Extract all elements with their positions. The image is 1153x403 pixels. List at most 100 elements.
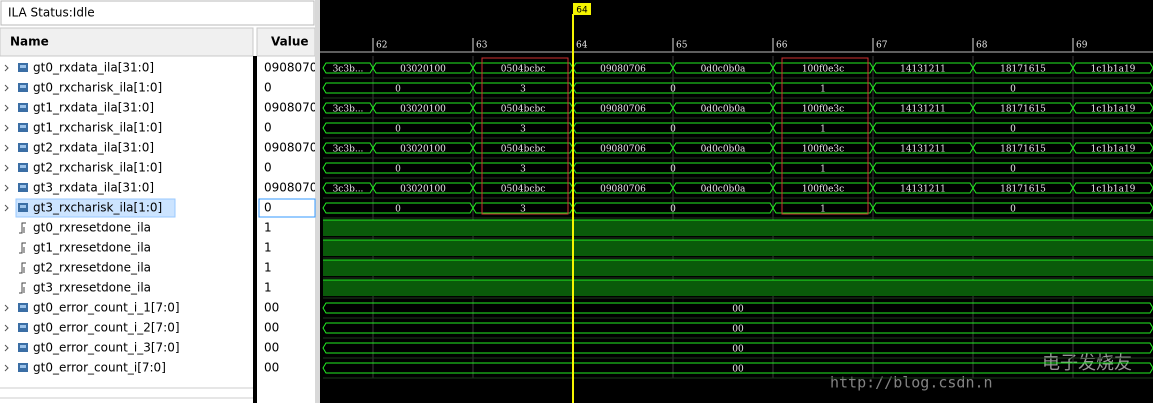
expand-arrow[interactable] [4, 124, 9, 132]
bus-icon-hl [20, 305, 26, 308]
expand-arrow[interactable] [4, 84, 9, 92]
highlight-box [481, 57, 569, 215]
bit-high [323, 280, 1153, 296]
bus-label: 0d0c0b0a [701, 185, 746, 195]
bus-label: 3c3b... [333, 145, 364, 155]
signal-value: 09080706 [264, 61, 325, 75]
selected-value [258, 198, 316, 218]
bus-label: 0d0c0b0a [701, 65, 746, 75]
value-header[interactable] [256, 27, 316, 57]
panel-divider [315, 0, 320, 403]
waveform-area [320, 0, 1153, 403]
highlight-box [781, 57, 869, 215]
timeline-label: 66 [776, 41, 788, 51]
bus-segment [322, 322, 1153, 334]
signal-value: 0 [264, 121, 272, 135]
expand-arrow[interactable] [4, 364, 9, 372]
signal-name[interactable]: gt3_rxdata_ila[31:0] [33, 181, 154, 195]
signal-value: 00 [264, 361, 279, 375]
signal-value: 0 [264, 161, 272, 175]
bus-segment [1072, 62, 1153, 74]
bus-label: 0 [395, 165, 401, 175]
expand-arrow[interactable] [4, 324, 9, 332]
bus-label: 03020100 [400, 65, 446, 75]
signal-value: 00 [264, 321, 279, 335]
signal-value: 1 [264, 281, 272, 295]
bus-icon-hl [20, 325, 26, 328]
timeline-label: 69 [1076, 41, 1088, 51]
bus-label: 14131211 [900, 65, 946, 75]
cursor-label: 64 [576, 6, 588, 16]
cursor-flag [573, 3, 591, 15]
signal-name[interactable]: gt3_rxcharisk_ila[1:0] [33, 201, 162, 215]
expand-arrow[interactable] [4, 184, 9, 192]
bus-label: 09080706 [600, 185, 646, 195]
signal-value: 09080706 [264, 141, 325, 155]
signal-name[interactable]: gt1_rxresetdone_ila [33, 241, 151, 255]
signal-name[interactable]: gt0_error_count_i_3[7:0] [33, 341, 180, 355]
bus-icon-hl [20, 165, 26, 168]
bus-label: 0 [670, 205, 676, 215]
expand-arrow[interactable] [4, 104, 9, 112]
bus-segment [1072, 102, 1153, 114]
signal-name[interactable]: gt0_rxdata_ila[31:0] [33, 61, 154, 75]
bus-label: 0d0c0b0a [701, 145, 746, 155]
bus-label: 100f0e3c [802, 105, 844, 115]
bus-segment [872, 162, 1153, 174]
signal-value: 0 [264, 201, 272, 215]
bit-icon [19, 242, 26, 254]
timeline-label: 67 [876, 41, 888, 51]
bus-label: 3c3b... [333, 105, 364, 115]
signal-name[interactable]: gt0_error_count_i_1[7:0] [33, 301, 180, 315]
bus-label: 18171615 [1000, 185, 1046, 195]
bus-label: 1c1b1a19 [1091, 105, 1136, 115]
signal-value: 1 [264, 241, 272, 255]
signal-name[interactable]: gt1_rxcharisk_ila[1:0] [33, 121, 162, 135]
bus-label: 18171615 [1000, 105, 1046, 115]
bus-icon-hl [20, 105, 26, 108]
bus-label: 1 [820, 165, 826, 175]
bus-label: 0504bcbc [501, 65, 546, 75]
expand-arrow[interactable] [4, 144, 9, 152]
signal-name[interactable]: gt2_rxdata_ila[31:0] [33, 141, 154, 155]
name-header-text: Name [10, 35, 49, 49]
bus-segment [1072, 142, 1153, 154]
bit-icon [19, 282, 26, 294]
bus-label: 3 [520, 125, 526, 135]
expand-arrow[interactable] [4, 64, 9, 72]
bus-label: 14131211 [900, 185, 946, 195]
bus-label: 18171615 [1000, 145, 1046, 155]
expand-arrow[interactable] [4, 204, 9, 212]
bit-high [323, 260, 1153, 276]
bus-segment [872, 82, 1153, 94]
signal-name[interactable]: gt0_error_count_i_2[7:0] [33, 321, 180, 335]
bus-label: 09080706 [600, 105, 646, 115]
signal-value: 00 [264, 341, 279, 355]
bus-label: 3 [520, 85, 526, 95]
signal-name[interactable]: gt0_error_count_i[7:0] [33, 361, 166, 375]
bus-label: 0 [670, 125, 676, 135]
bus-label: 100f0e3c [802, 145, 844, 155]
expand-arrow[interactable] [4, 164, 9, 172]
expand-arrow[interactable] [4, 304, 9, 312]
timeline-label: 62 [376, 41, 387, 51]
bus-label: 3 [520, 165, 526, 175]
expand-arrow[interactable] [4, 344, 9, 352]
bus-label: 03020100 [400, 105, 446, 115]
column-divider [253, 56, 257, 403]
status-text: ILA Status:Idle [8, 6, 95, 20]
signal-name[interactable]: gt0_rxcharisk_ila[1:0] [33, 81, 162, 95]
selected-row [15, 198, 176, 218]
timeline-label: 65 [676, 41, 688, 51]
signal-name[interactable]: gt2_rxresetdone_ila [33, 261, 151, 275]
name-header[interactable] [0, 27, 254, 57]
signal-name[interactable]: gt3_rxresetdone_ila [33, 281, 151, 295]
bus-label: 100f0e3c [802, 185, 844, 195]
bit-high [323, 220, 1153, 236]
bit-icon [19, 222, 26, 234]
bus-label: 1c1b1a19 [1091, 185, 1136, 195]
signal-name[interactable]: gt1_rxdata_ila[31:0] [33, 101, 154, 115]
bus-label: 1c1b1a19 [1091, 145, 1136, 155]
signal-name[interactable]: gt2_rxcharisk_ila[1:0] [33, 161, 162, 175]
signal-name[interactable]: gt0_rxresetdone_ila [33, 221, 151, 235]
